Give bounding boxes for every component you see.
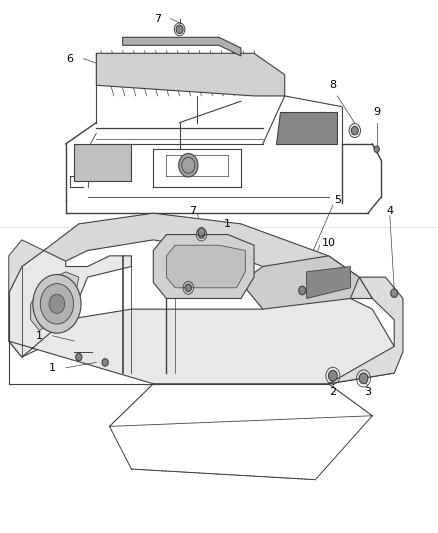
Circle shape xyxy=(198,228,205,236)
Text: 2: 2 xyxy=(329,387,336,397)
Circle shape xyxy=(49,294,65,313)
Text: 7: 7 xyxy=(189,206,196,215)
Polygon shape xyxy=(328,277,403,384)
Circle shape xyxy=(198,231,205,238)
Text: 5: 5 xyxy=(334,195,341,205)
Text: 7: 7 xyxy=(154,14,161,23)
Polygon shape xyxy=(96,53,285,96)
Text: 1: 1 xyxy=(36,331,43,341)
Polygon shape xyxy=(276,112,337,144)
Polygon shape xyxy=(123,37,241,56)
Polygon shape xyxy=(241,256,359,309)
Circle shape xyxy=(351,126,358,135)
Circle shape xyxy=(40,284,74,324)
Text: 4: 4 xyxy=(386,206,393,215)
Circle shape xyxy=(76,353,82,361)
Circle shape xyxy=(391,289,398,297)
Polygon shape xyxy=(9,251,131,357)
Text: 8: 8 xyxy=(329,80,336,90)
Text: 9: 9 xyxy=(373,107,380,117)
Polygon shape xyxy=(9,298,394,384)
Text: 1: 1 xyxy=(224,219,231,229)
Text: 10: 10 xyxy=(321,238,336,247)
Circle shape xyxy=(359,373,368,384)
Polygon shape xyxy=(31,272,79,330)
Text: 1: 1 xyxy=(49,363,56,373)
Text: 3: 3 xyxy=(364,387,371,397)
Circle shape xyxy=(102,359,108,366)
Circle shape xyxy=(179,154,198,177)
Circle shape xyxy=(299,286,306,295)
Polygon shape xyxy=(153,235,254,298)
Polygon shape xyxy=(44,213,372,298)
Polygon shape xyxy=(307,266,350,298)
Circle shape xyxy=(176,25,183,34)
Text: 6: 6 xyxy=(67,54,74,63)
Circle shape xyxy=(328,370,337,381)
Polygon shape xyxy=(166,245,245,288)
Circle shape xyxy=(374,146,379,152)
Circle shape xyxy=(33,274,81,333)
Circle shape xyxy=(185,284,191,292)
Polygon shape xyxy=(9,240,44,293)
Polygon shape xyxy=(74,144,131,181)
